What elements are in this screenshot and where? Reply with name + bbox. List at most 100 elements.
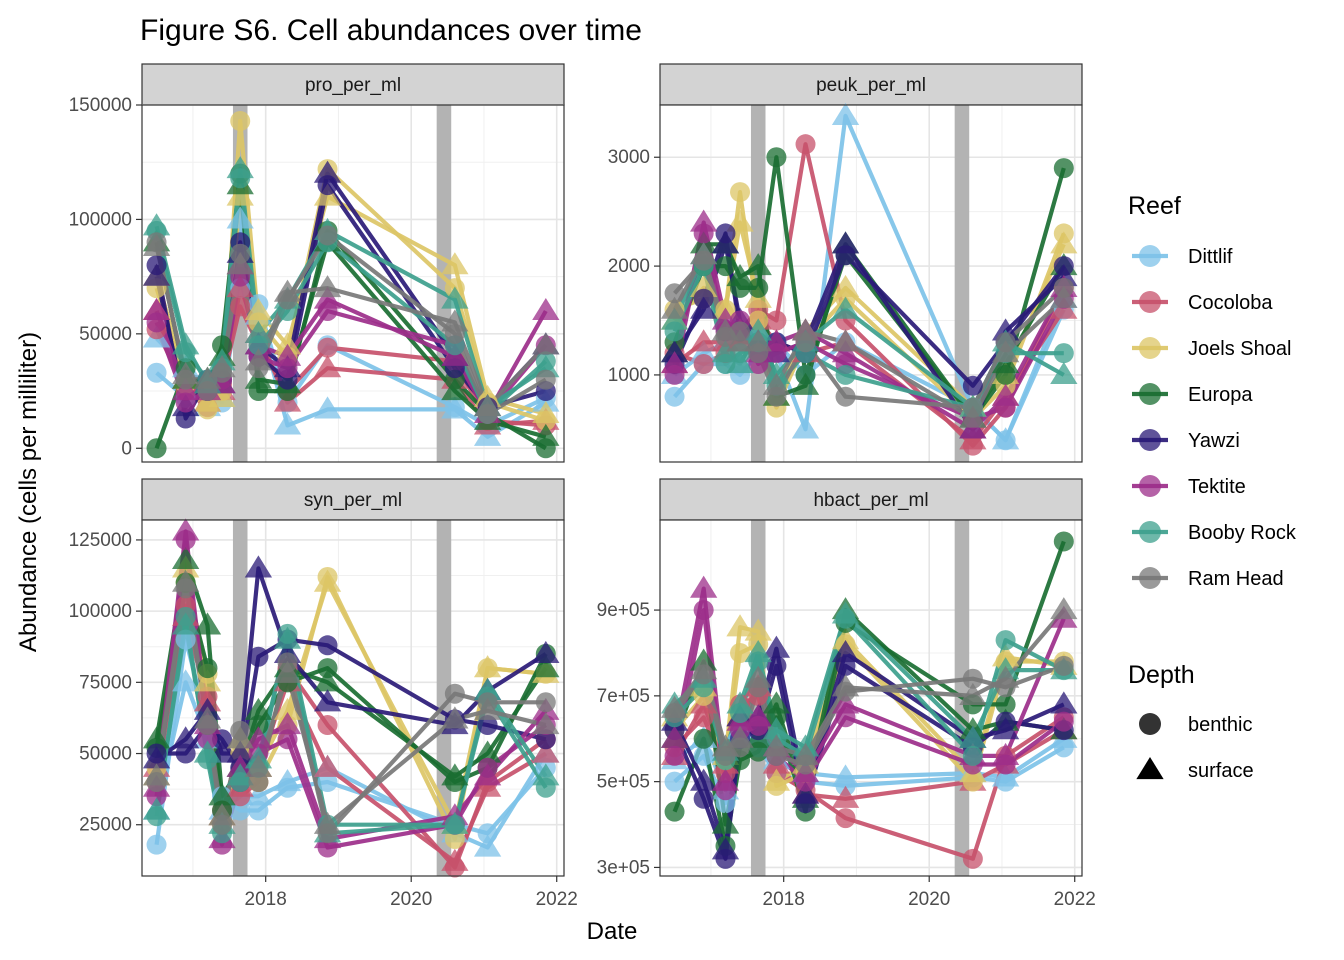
data-point-surface [473,423,502,446]
data-point-surface [744,704,772,727]
data-point-surface [726,351,754,374]
data-point-surface [532,355,560,378]
data-point-surface [142,726,171,749]
x-axis-label: Date [587,918,638,945]
data-point-surface [244,320,273,343]
data-point-surface [273,697,302,720]
data-point-surface [226,740,254,763]
data-point-surface [690,768,718,791]
data-point-benthic [248,772,269,793]
data-point-surface [1050,361,1078,385]
panel-plot [142,518,564,878]
data-point-surface [441,811,469,834]
data-point-surface [762,372,791,395]
data-point-surface [690,575,718,598]
data-point-surface [660,296,689,319]
data-point-surface [959,725,987,748]
data-point-surface [193,612,222,635]
data-point-surface [831,601,860,624]
data-point-benthic [766,655,787,676]
legend-key-point [1139,521,1161,543]
data-point-surface [762,717,791,740]
data-point-benthic [664,801,685,822]
data-point-surface [991,742,1020,766]
data-point-benthic [146,438,167,459]
data-point-surface [244,348,273,371]
data-point-surface [711,340,740,363]
y-axis-label: Abundance (cells per milliliter) [15,332,42,652]
data-point-surface [273,660,302,683]
data-point-surface [441,286,469,309]
data-point-benthic [766,147,787,168]
data-point-surface [1050,691,1078,714]
data-point-surface [744,253,772,276]
x-tick-label: 2020 [908,889,950,910]
data-point-surface [313,569,342,592]
data-point-benthic [175,743,196,764]
data-point-surface [690,657,718,680]
data-point-surface [273,343,302,366]
legend-reef-keys: Dittlif Cocoloba Joels Shoal Europa Yawzi Tek… [1132,245,1297,590]
data-point-surface [1050,597,1078,620]
panel-strip-label: hbact_per_ml [813,490,928,511]
data-point-benthic [835,364,856,385]
data-point-surface [313,811,342,834]
legend-key-point [1139,337,1161,359]
legend-key-circle [1139,713,1161,735]
data-point-surface [991,340,1020,363]
data-point-surface [959,405,987,428]
data-point-benthic [248,646,269,667]
data-point-surface [532,332,560,355]
data-point-benthic [1053,158,1074,179]
data-point-surface [473,655,502,678]
data-point-surface [172,332,200,355]
data-point-surface [208,803,236,826]
data-point-surface [991,717,1020,740]
data-point-surface [273,332,302,355]
data-point-surface [208,783,236,806]
legend-label: Europa [1188,384,1253,406]
data-point-surface [172,669,200,692]
data-point-benthic [1053,343,1074,364]
panel-strip-label: syn_per_ml [304,490,402,511]
data-point-benthic [664,745,685,766]
data-point-surface [690,329,718,352]
data-point-surface [744,665,772,688]
data-point-surface [762,635,791,658]
data-point-surface [193,669,222,692]
data-point-surface [744,639,772,663]
data-point-surface [831,231,860,254]
data-point-surface [172,362,200,385]
panel-strip-label: pro_per_ml [305,75,401,96]
data-point-surface [441,252,469,275]
data-point-benthic [995,694,1016,715]
data-point-surface [208,355,236,378]
data-point-benthic [317,658,338,679]
y-tick-label: 7e+05 [597,686,650,707]
data-point-surface [313,754,342,777]
data-point-surface [473,697,502,720]
y-tick-label: 100000 [69,601,132,622]
data-point-surface [726,209,754,232]
data-point-surface [244,754,273,777]
data-point-surface [1050,285,1078,308]
panel-peuk: peuk_per_ml [659,63,1083,463]
data-point-surface [473,740,502,763]
panel-strip [659,478,1083,521]
data-point-surface [441,396,469,419]
data-point-surface [441,378,469,401]
legend-key-point [1139,291,1161,313]
data-point-surface [791,416,820,439]
data-point-surface [791,318,820,341]
data-point-surface [473,774,502,797]
data-point-surface [313,669,342,692]
legend-depth-keys: benthic surface [1136,713,1254,782]
data-point-benthic [197,658,218,679]
data-point-surface [991,665,1020,688]
data-point-benthic [248,715,269,736]
data-point-benthic [693,728,714,749]
data-point-surface [690,296,718,319]
legend-title-depth: Depth [1128,661,1195,689]
data-point-surface [660,351,689,374]
data-point-surface [831,764,860,787]
